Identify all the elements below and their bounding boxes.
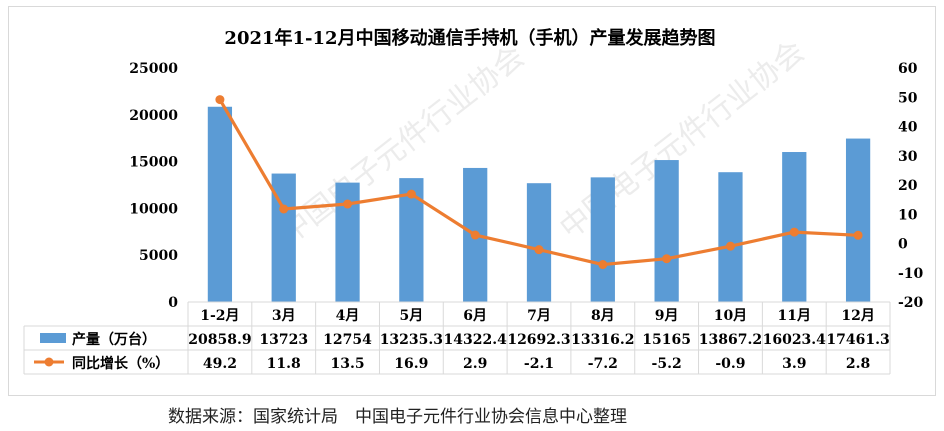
right-axis-tick-label: 0 bbox=[898, 237, 908, 253]
category-label: 10月 bbox=[714, 308, 747, 324]
table-cell-production: 13867.2 bbox=[699, 332, 762, 348]
source-note: 数据来源：国家统计局 中国电子元件行业协会信息中心整理 bbox=[168, 407, 627, 427]
right-axis-tick-label: -10 bbox=[898, 266, 924, 282]
category-label: 11月 bbox=[778, 308, 811, 324]
bar bbox=[718, 172, 743, 302]
right-axis-tick-label: 20 bbox=[898, 178, 918, 194]
table-cell-production: 12754 bbox=[323, 332, 372, 348]
left-axis-tick-label: 20000 bbox=[129, 108, 178, 124]
table-cell-production: 13235.3 bbox=[380, 332, 443, 348]
category-label: 4月 bbox=[336, 308, 360, 324]
bar bbox=[526, 183, 552, 302]
right-axis-tick-label: 40 bbox=[898, 120, 918, 136]
legend-key-marker bbox=[44, 357, 54, 367]
line-point bbox=[279, 204, 289, 214]
left-axis: 0 5000 10000 15000 20000 25000 bbox=[129, 61, 178, 311]
table-cell-growth: 3.9 bbox=[782, 356, 806, 372]
category-label: 7月 bbox=[527, 308, 551, 324]
line-point bbox=[406, 189, 416, 199]
line-point bbox=[534, 245, 544, 255]
table-cell-growth: 13.5 bbox=[330, 356, 364, 372]
series-name-growth: 同比增长（%） bbox=[72, 355, 169, 372]
right-axis-tick-label: 30 bbox=[898, 149, 918, 165]
table-cell-production: 14322.4 bbox=[444, 332, 508, 348]
category-label: 9月 bbox=[655, 308, 679, 324]
chart-title: 2021年1-12月中国移动通信手持机（手机）产量发展趋势图 bbox=[224, 27, 715, 49]
left-axis-tick-label: 10000 bbox=[129, 201, 178, 217]
table-cell-growth: 2.9 bbox=[463, 356, 487, 372]
line-series bbox=[215, 95, 863, 270]
table-cell-production: 12692.3 bbox=[507, 332, 570, 348]
table-cell-production: 13723 bbox=[259, 332, 308, 348]
right-axis-tick-label: -20 bbox=[898, 295, 924, 311]
category-label: 6月 bbox=[463, 308, 487, 324]
left-axis-tick-label: 0 bbox=[168, 295, 178, 311]
right-axis-tick-label: 60 bbox=[898, 61, 918, 77]
right-axis: -20 -10 0 10 20 30 40 50 60 bbox=[898, 61, 924, 311]
bar bbox=[654, 160, 679, 302]
line-point bbox=[853, 230, 863, 240]
legend-key-bar bbox=[40, 333, 66, 343]
table-cell-production: 20858.9 bbox=[188, 332, 251, 348]
line-point bbox=[470, 230, 480, 240]
table-cell-growth: -0.9 bbox=[715, 356, 745, 372]
bar bbox=[782, 152, 807, 302]
line-point bbox=[725, 241, 735, 251]
line-point bbox=[662, 254, 672, 264]
table-cell-growth: -7.2 bbox=[588, 356, 618, 372]
table-cell-growth: 2.8 bbox=[846, 356, 870, 372]
table-cell-production: 15165 bbox=[642, 332, 691, 348]
category-label: 1-2月 bbox=[200, 308, 239, 324]
table-cell-production: 16023.4 bbox=[763, 332, 827, 348]
category-label: 8月 bbox=[591, 308, 615, 324]
table-cell-growth: 16.9 bbox=[394, 356, 428, 372]
category-label: 3月 bbox=[272, 308, 296, 324]
bar bbox=[590, 177, 615, 302]
left-axis-tick-label: 15000 bbox=[129, 155, 178, 171]
table-cell-production: 13316.2 bbox=[571, 332, 634, 348]
right-axis-tick-label: 50 bbox=[898, 90, 918, 106]
right-axis-tick-label: 10 bbox=[898, 207, 918, 223]
line-point bbox=[598, 260, 608, 270]
left-axis-tick-label: 25000 bbox=[129, 61, 178, 77]
table-cell-production: 17461.3 bbox=[826, 332, 889, 348]
bar bbox=[207, 106, 233, 302]
table-cell-growth: 11.8 bbox=[267, 356, 301, 372]
table-cell-growth: 49.2 bbox=[203, 356, 237, 372]
left-axis-tick-label: 5000 bbox=[139, 248, 178, 264]
table-cell-growth: -2.1 bbox=[524, 356, 554, 372]
table-cell-growth: -5.2 bbox=[652, 356, 682, 372]
bar bbox=[845, 138, 871, 302]
category-label: 5月 bbox=[399, 308, 423, 324]
line-point bbox=[789, 227, 799, 237]
series-name-production: 产量（万台） bbox=[72, 331, 156, 348]
line-point bbox=[343, 199, 353, 209]
line-point bbox=[215, 95, 225, 105]
category-label: 12月 bbox=[841, 308, 874, 324]
